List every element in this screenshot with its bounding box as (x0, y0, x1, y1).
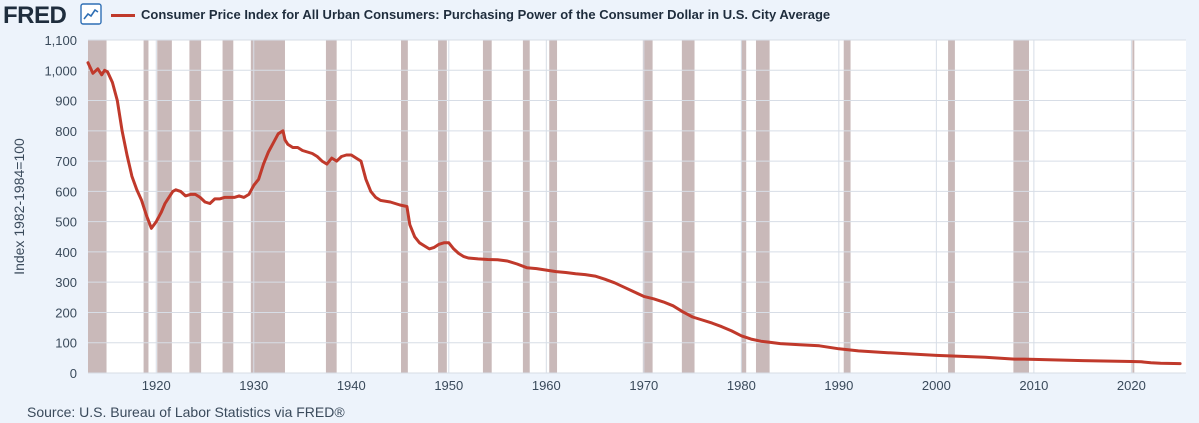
x-tick-label: 1980 (727, 378, 756, 393)
gridlines (88, 39, 1186, 374)
recession-band (1132, 40, 1135, 373)
recession-band (438, 40, 447, 373)
y-tick-label: 900 (55, 94, 77, 109)
y-tick-label: 1,000 (44, 63, 77, 78)
chart-header: FRED Consumer Price Index for All Urban … (0, 0, 1199, 32)
recession-band (143, 40, 149, 373)
x-tick-label: 2010 (1019, 378, 1048, 393)
recession-band (522, 40, 530, 373)
y-tick-label: 0 (70, 366, 77, 381)
recession-shading (88, 40, 1135, 373)
legend-line-swatch (111, 14, 135, 17)
recession-band (189, 40, 202, 373)
y-tick-label: 500 (55, 215, 77, 230)
recession-band (88, 40, 107, 373)
y-axis-label: Index 1982-1984=100 (11, 138, 27, 275)
series-line[interactable] (86, 61, 1182, 366)
x-tick-label: 1920 (142, 378, 171, 393)
y-tick-label: 300 (55, 275, 77, 290)
recession-band (222, 40, 234, 373)
recession-band (250, 40, 285, 373)
y-tick-label: 800 (55, 124, 77, 139)
y-tick-label: 200 (55, 305, 77, 320)
x-tick-label: 1930 (239, 378, 268, 393)
y-tick-label: 400 (55, 245, 77, 260)
y-tick-label: 600 (55, 184, 77, 199)
recession-band (549, 40, 558, 373)
y-tick-label: 100 (55, 336, 77, 351)
x-tick-label: 1940 (337, 378, 366, 393)
recession-band (741, 40, 747, 373)
recession-band (482, 40, 492, 373)
line-graph-icon (80, 3, 102, 25)
x-tick-label: 1990 (824, 378, 853, 393)
x-axis-ticks: 1920 1930 1940 1950 1960 1970 1980 1990 2000 2010… (142, 378, 1146, 393)
recession-band (755, 40, 770, 373)
y-tick-label: 1,100 (44, 33, 77, 48)
recession-band (1013, 40, 1030, 373)
recession-band (843, 40, 851, 373)
y-tick-label: 700 (55, 154, 77, 169)
series-title[interactable]: Consumer Price Index for All Urban Consu… (141, 7, 831, 22)
x-tick-label: 1950 (434, 378, 463, 393)
recession-band (642, 40, 653, 373)
recession-band (948, 40, 955, 373)
y-axis-ticks: 0 100 200 300 400 500 600 700 800 900 1,000 1,100 (44, 33, 77, 381)
x-tick-label: 2020 (1117, 378, 1146, 393)
recession-band (681, 40, 695, 373)
recession-band (325, 40, 337, 373)
fred-logo[interactable]: FRED (3, 2, 67, 29)
x-tick-label: 1960 (532, 378, 561, 393)
x-tick-label: 1970 (629, 378, 658, 393)
x-tick-label: 2000 (922, 378, 951, 393)
series-lines (86, 61, 1182, 366)
source-note: Source: U.S. Bureau of Labor Statistics … (27, 404, 345, 420)
